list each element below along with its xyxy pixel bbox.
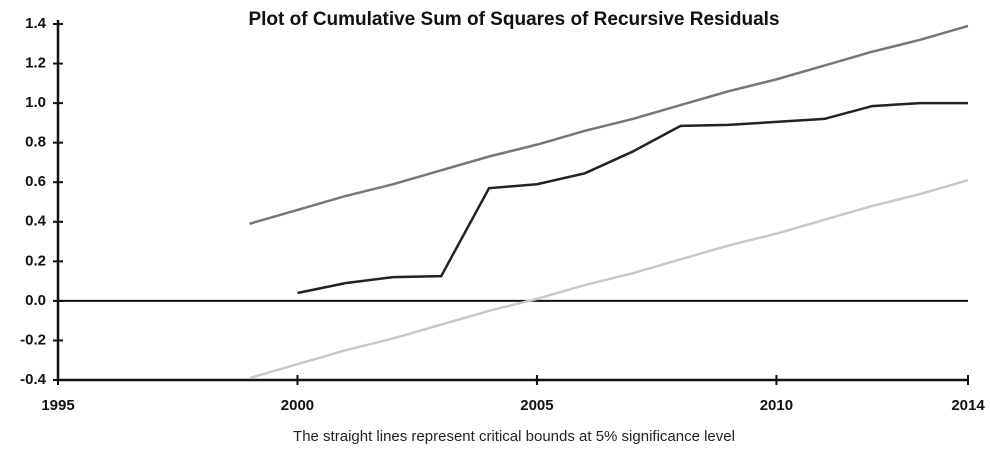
y-tick-label: 0.8 [25, 134, 46, 151]
series-line [297, 101, 968, 295]
series-line [249, 179, 969, 380]
y-tick-label: 0.4 [25, 213, 47, 230]
y-tick-label: 0.2 [25, 252, 46, 269]
y-tick-label: 0.6 [25, 173, 46, 190]
x-tick-label: 2000 [281, 397, 314, 414]
y-tick-label: 0.0 [25, 292, 46, 309]
y-tick-label: -0.4 [20, 371, 47, 388]
x-tick-label: 2010 [760, 397, 793, 414]
x-axis-label: The straight lines represent critical bo… [293, 428, 735, 445]
y-tick-label: -0.2 [20, 331, 46, 348]
x-tick-label: 2014 [951, 397, 985, 414]
y-tick-label: 1.2 [25, 55, 46, 72]
chart-title: Plot of Cumulative Sum of Squares of Rec… [248, 9, 779, 30]
series-line [249, 24, 969, 225]
x-tick-label: 1995 [41, 397, 74, 414]
x-tick-label: 2005 [520, 397, 553, 414]
y-tick-label: 1.0 [25, 94, 46, 111]
y-tick-label: 1.4 [25, 15, 47, 32]
